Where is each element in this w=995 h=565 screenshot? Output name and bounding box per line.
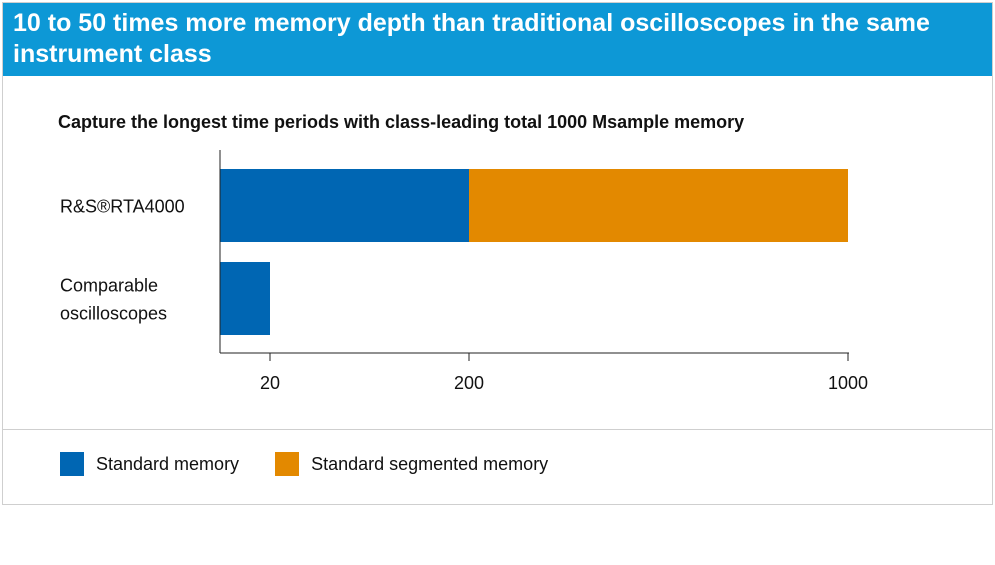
category-label-comparable: Comparable oscilloscopes [60,276,167,324]
x-tick-label-200: 200 [454,373,484,393]
legend-swatch-standard [60,452,84,476]
legend-label-standard: Standard memory [96,453,240,474]
chart-legend: Standard memory Standard segmented memor… [60,452,584,476]
legend-item-standard: Standard memory [60,452,239,476]
bar-rta4000-segmented [469,169,848,242]
header-banner: 10 to 50 times more memory depth than tr… [3,3,992,76]
legend-item-segmented: Standard segmented memory [275,452,548,476]
bar-rta4000-standard [220,169,469,242]
bar-comparable-standard [220,262,270,335]
chart-card: 10 to 50 times more memory depth than tr… [2,2,993,505]
x-tick-label-1000: 1000 [828,373,868,393]
category-label-rta4000: R&S®RTA4000 [60,197,185,217]
chart-title: Capture the longest time periods with cl… [58,112,745,132]
legend-divider [2,429,993,430]
legend-label-segmented: Standard segmented memory [311,453,549,474]
x-tick-label-20: 20 [260,373,280,393]
legend-swatch-segmented [275,452,300,476]
page-title: 10 to 50 times more memory depth than tr… [13,9,930,68]
